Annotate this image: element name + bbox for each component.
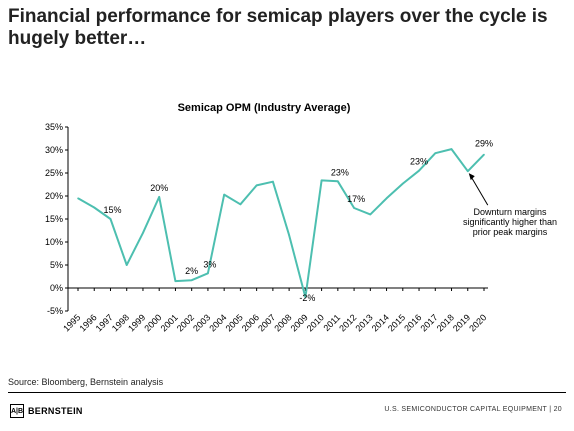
data-point [320, 179, 323, 182]
data-label: 17% [347, 194, 365, 204]
y-tick-label: 5% [50, 260, 63, 270]
chart-series [77, 148, 485, 299]
data-point [304, 296, 307, 299]
y-tick-label: 10% [45, 237, 63, 247]
data-label: 23% [331, 167, 349, 177]
annotation-arrow-line [470, 175, 489, 206]
data-point [385, 197, 388, 200]
data-point [255, 184, 258, 187]
data-point [125, 264, 128, 266]
annotation-text-line: significantly higher than [463, 217, 557, 227]
data-point [466, 170, 469, 172]
x-tick-label: 2008 [272, 312, 293, 333]
x-tick-label: 2002 [175, 312, 196, 333]
annotation-text-line: prior peak margins [473, 227, 548, 237]
chart-data-labels: 15% 20% 2% 3% -2% 23% 17% 23% 29% [103, 139, 493, 304]
data-point [434, 152, 437, 155]
chart-title: Semicap OPM (Industry Average) [178, 102, 351, 114]
x-tick-label: 2016 [402, 312, 423, 333]
data-point [77, 197, 79, 200]
data-point [207, 272, 209, 275]
data-point [288, 234, 290, 236]
opm-line-chart: Semicap OPM (Industry Average) -5% 0% 5% 10… [45, 102, 557, 334]
data-point [190, 279, 193, 281]
source-note: Source: Bloomberg, Bernstein analysis [8, 377, 164, 387]
data-point [483, 153, 485, 156]
series-line [77, 148, 485, 299]
data-label: 15% [103, 205, 121, 215]
x-tick-label: 2004 [207, 312, 228, 333]
x-tick-label: 2012 [337, 312, 358, 333]
y-tick-label: 0% [50, 283, 63, 293]
x-tick-label: 1995 [61, 312, 82, 333]
data-point [142, 232, 144, 234]
y-tick-label: 25% [45, 168, 63, 178]
data-point [369, 213, 372, 216]
data-point [174, 280, 177, 282]
chart-ticks: -5%0%5%10%15%20%25%30%35%199519961997199… [45, 122, 488, 334]
y-tick-label: 15% [45, 214, 63, 224]
data-point [418, 169, 420, 172]
x-tick-label: 2000 [142, 312, 163, 333]
x-tick-label: 2011 [321, 312, 342, 333]
data-point [337, 180, 339, 183]
slide-title: Financial performance for semicap player… [8, 6, 548, 49]
annotation-arrow-head [468, 173, 475, 181]
data-label: 29% [475, 139, 493, 149]
x-tick-label: 2014 [370, 312, 391, 333]
y-tick-label: 35% [45, 122, 63, 132]
annotation-text-line: Downturn margins [473, 207, 547, 217]
data-point [239, 203, 242, 206]
chart-axes [67, 127, 488, 311]
brand-logo: A|B BERNSTEIN [10, 404, 83, 418]
x-tick-label: 1996 [77, 312, 98, 333]
x-tick-label: 2003 [191, 312, 212, 333]
data-point [109, 218, 112, 220]
x-tick-label: 2013 [353, 312, 374, 333]
data-label: 20% [150, 183, 168, 193]
data-point [450, 148, 453, 150]
data-point [353, 207, 355, 209]
data-point [223, 193, 225, 196]
data-point [158, 196, 160, 198]
x-tick-label: 1999 [126, 312, 147, 333]
data-label: 23% [410, 157, 428, 167]
x-tick-label: 2001 [159, 312, 180, 333]
x-tick-label: 2017 [418, 312, 439, 333]
data-point [272, 180, 274, 183]
data-label: 2% [185, 266, 198, 276]
x-tick-label: 2010 [305, 312, 326, 333]
x-tick-label: 2009 [289, 312, 310, 333]
x-tick-label: 2007 [256, 312, 277, 333]
footer-page-info: U.S. SEMICONDUCTOR CAPITAL EQUIPMENT | 2… [384, 406, 562, 413]
x-tick-label: 2006 [240, 312, 261, 333]
x-tick-label: 2019 [451, 312, 472, 333]
footer-divider [8, 392, 566, 393]
x-tick-label: 1997 [94, 312, 115, 333]
x-tick-label: 2005 [224, 312, 245, 333]
data-point [93, 206, 96, 209]
data-point [402, 182, 404, 185]
data-label: -2% [299, 293, 315, 303]
y-tick-label: 20% [45, 191, 63, 201]
x-tick-label: 2018 [435, 312, 456, 333]
data-label: 3% [203, 259, 216, 269]
y-tick-label: 30% [45, 145, 63, 155]
x-tick-label: 1998 [110, 312, 131, 333]
y-tick-label: -5% [47, 306, 63, 316]
x-tick-label: 2020 [467, 312, 488, 333]
x-tick-label: 2015 [386, 312, 407, 333]
brand-name: BERNSTEIN [28, 406, 83, 416]
bernstein-logo-icon: A|B [10, 404, 24, 418]
